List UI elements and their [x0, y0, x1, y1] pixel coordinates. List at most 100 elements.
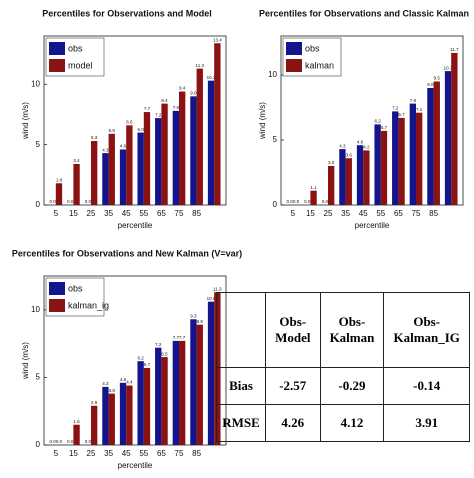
y-tick-label: 5 [273, 135, 278, 144]
x-tick-label: 65 [394, 209, 403, 218]
bar [196, 324, 203, 445]
value-label: 5.9 [109, 128, 116, 133]
y-axis-label: wind (m/s) [21, 342, 30, 380]
bar [380, 130, 388, 205]
value-label: 6.5 [161, 351, 168, 356]
y-tick-label: 5 [36, 373, 41, 382]
value-label: 3.6 [346, 152, 353, 157]
y-tick-label: 0 [273, 200, 278, 209]
cell: 3.91 [383, 404, 470, 442]
value-label: 7.2 [155, 342, 162, 347]
value-label: 7.1 [416, 107, 423, 112]
value-label: 1.1 [310, 185, 317, 190]
legend-swatch [49, 42, 65, 55]
y-tick-label: 5 [36, 140, 41, 149]
value-label: 3.0 [328, 160, 335, 165]
chart-title: Percentiles for Observations and Model [42, 8, 212, 18]
y-tick-label: 10 [268, 70, 277, 79]
value-label: 13.4 [213, 37, 222, 42]
value-label: 10.6 [207, 296, 216, 301]
bar [73, 163, 80, 205]
value-label: 0.0 [286, 199, 293, 204]
bar [339, 149, 346, 205]
value-label: 4.6 [120, 377, 127, 382]
bar [328, 166, 335, 205]
value-label: 0.0 [293, 199, 300, 204]
table-row: RMSE 4.26 4.12 3.91 [216, 404, 470, 442]
x-tick-label: 45 [359, 209, 368, 218]
bar [427, 88, 434, 205]
bar [398, 117, 405, 205]
x-tick-label: 15 [306, 209, 315, 218]
bar [196, 68, 203, 205]
bar [363, 150, 370, 205]
column-header: Obs-Kalman [319, 292, 385, 368]
value-label: 4.6 [357, 139, 364, 144]
chart: Percentiles for Observations and New Kal… [12, 248, 242, 470]
y-tick-label: 0 [36, 200, 41, 209]
bar [91, 405, 98, 445]
chart-title: Percentiles for Observations and Classic… [259, 8, 469, 18]
value-label: 6.0 [137, 127, 144, 132]
x-axis-label: percentile [118, 221, 153, 230]
x-tick-label: 45 [122, 209, 131, 218]
value-label: 6.2 [374, 119, 381, 124]
x-tick-label: 5 [54, 209, 59, 218]
value-label: 0.0 [56, 439, 63, 444]
row-header: Bias [216, 367, 266, 405]
legend-label: kalman_ig [68, 300, 109, 310]
bar [73, 424, 80, 445]
x-tick-label: 15 [69, 209, 78, 218]
bar [108, 133, 115, 205]
x-tick-label: 5 [291, 209, 296, 218]
bar [444, 71, 452, 205]
x-tick-label: 25 [324, 209, 333, 218]
value-label: 7.8 [410, 98, 417, 103]
y-axis-label: wind (m/s) [258, 102, 267, 140]
value-label: 0.0 [304, 199, 311, 204]
value-label: 7.2 [155, 112, 162, 117]
y-axis-label: wind (m/s) [21, 102, 30, 140]
y-tick-label: 10 [31, 79, 40, 88]
value-label: 9.4 [179, 86, 186, 91]
legend-label: obs [68, 43, 83, 53]
x-tick-label: 5 [54, 449, 59, 458]
bar [126, 385, 133, 445]
value-label: 7.2 [392, 106, 399, 111]
bar [137, 132, 144, 205]
legend-swatch [286, 59, 302, 72]
value-label: 4.4 [126, 380, 133, 385]
legend-label: obs [305, 43, 320, 53]
x-tick-label: 65 [157, 449, 166, 458]
x-tick-label: 55 [376, 209, 385, 218]
bar [374, 124, 381, 205]
bar [172, 340, 179, 445]
x-tick-label: 85 [192, 449, 201, 458]
chart-title: Percentiles for Observations and New Kal… [12, 248, 242, 258]
value-label: 9.5 [434, 76, 441, 81]
y-tick-label: 0 [36, 440, 41, 449]
value-label: 1.8 [56, 177, 63, 182]
cell: 4.12 [319, 404, 385, 442]
x-axis-label: percentile [118, 461, 153, 470]
bar [155, 118, 162, 205]
bar [190, 96, 197, 205]
bar [102, 153, 109, 205]
legend-swatch [49, 59, 65, 72]
x-tick-label: 35 [104, 209, 113, 218]
value-label: 6.7 [398, 112, 405, 117]
bar [179, 91, 186, 205]
cell: -0.14 [383, 367, 470, 405]
value-label: 5.7 [381, 125, 388, 130]
value-label: 8.4 [161, 98, 168, 103]
chart: Percentiles for Observations and Classic… [258, 8, 469, 230]
cell: -0.29 [319, 367, 385, 405]
value-label: 7.7 [179, 335, 186, 340]
x-axis-label: percentile [355, 221, 390, 230]
legend-swatch [286, 42, 302, 55]
x-tick-label: 25 [87, 449, 96, 458]
x-tick-label: 35 [341, 209, 350, 218]
y-tick-label: 10 [31, 305, 40, 314]
value-label: 0.0 [49, 439, 56, 444]
bar [214, 43, 221, 205]
